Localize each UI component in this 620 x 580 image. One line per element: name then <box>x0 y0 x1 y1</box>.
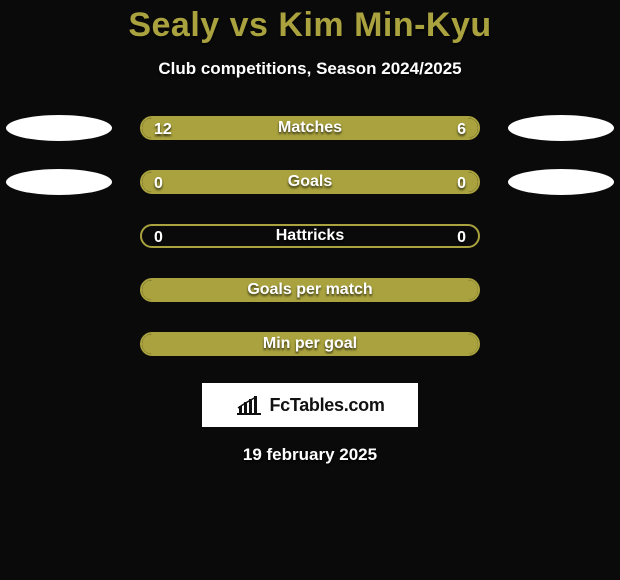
stat-row: Min per goal <box>0 331 620 357</box>
stat-label: Matches <box>278 119 342 137</box>
stat-label: Min per goal <box>263 335 357 353</box>
stat-value-right: 0 <box>445 226 478 248</box>
stat-row: 0 0 Hattricks <box>0 223 620 249</box>
logo-text: FcTables.com <box>269 395 384 416</box>
bar-chart-icon <box>235 394 263 416</box>
stat-label: Hattricks <box>276 227 344 245</box>
stat-value-left: 0 <box>142 226 175 248</box>
stat-label: Goals per match <box>247 281 372 299</box>
stat-row: 0 0 Goals <box>0 169 620 195</box>
stat-value-left: 0 <box>142 172 175 194</box>
stat-value-left: 12 <box>142 118 184 140</box>
player-avatar-right <box>508 169 614 195</box>
stat-bar-track: Min per goal <box>140 332 480 356</box>
page-title: Sealy vs Kim Min-Kyu <box>0 6 620 45</box>
stat-bar-track: 0 0 Goals <box>140 170 480 194</box>
page-subtitle: Club competitions, Season 2024/2025 <box>0 59 620 79</box>
comparison-infographic: Sealy vs Kim Min-Kyu Club competitions, … <box>0 0 620 580</box>
stat-bar-track: 12 6 Matches <box>140 116 480 140</box>
stat-value-right: 6 <box>445 118 478 140</box>
infographic-date: 19 february 2025 <box>0 445 620 465</box>
player-avatar-left <box>6 115 112 141</box>
player-avatar-right <box>508 115 614 141</box>
stat-value-right: 0 <box>445 172 478 194</box>
stat-row: 12 6 Matches <box>0 115 620 141</box>
stat-label: Goals <box>288 173 332 191</box>
stat-rows: 12 6 Matches 0 0 Goals 0 0 Hattricks Goals per ma… <box>0 115 620 357</box>
player-avatar-left <box>6 169 112 195</box>
stat-row: Goals per match <box>0 277 620 303</box>
stat-bar-track: Goals per match <box>140 278 480 302</box>
fctables-logo: FcTables.com <box>202 383 418 427</box>
stat-bar-track: 0 0 Hattricks <box>140 224 480 248</box>
